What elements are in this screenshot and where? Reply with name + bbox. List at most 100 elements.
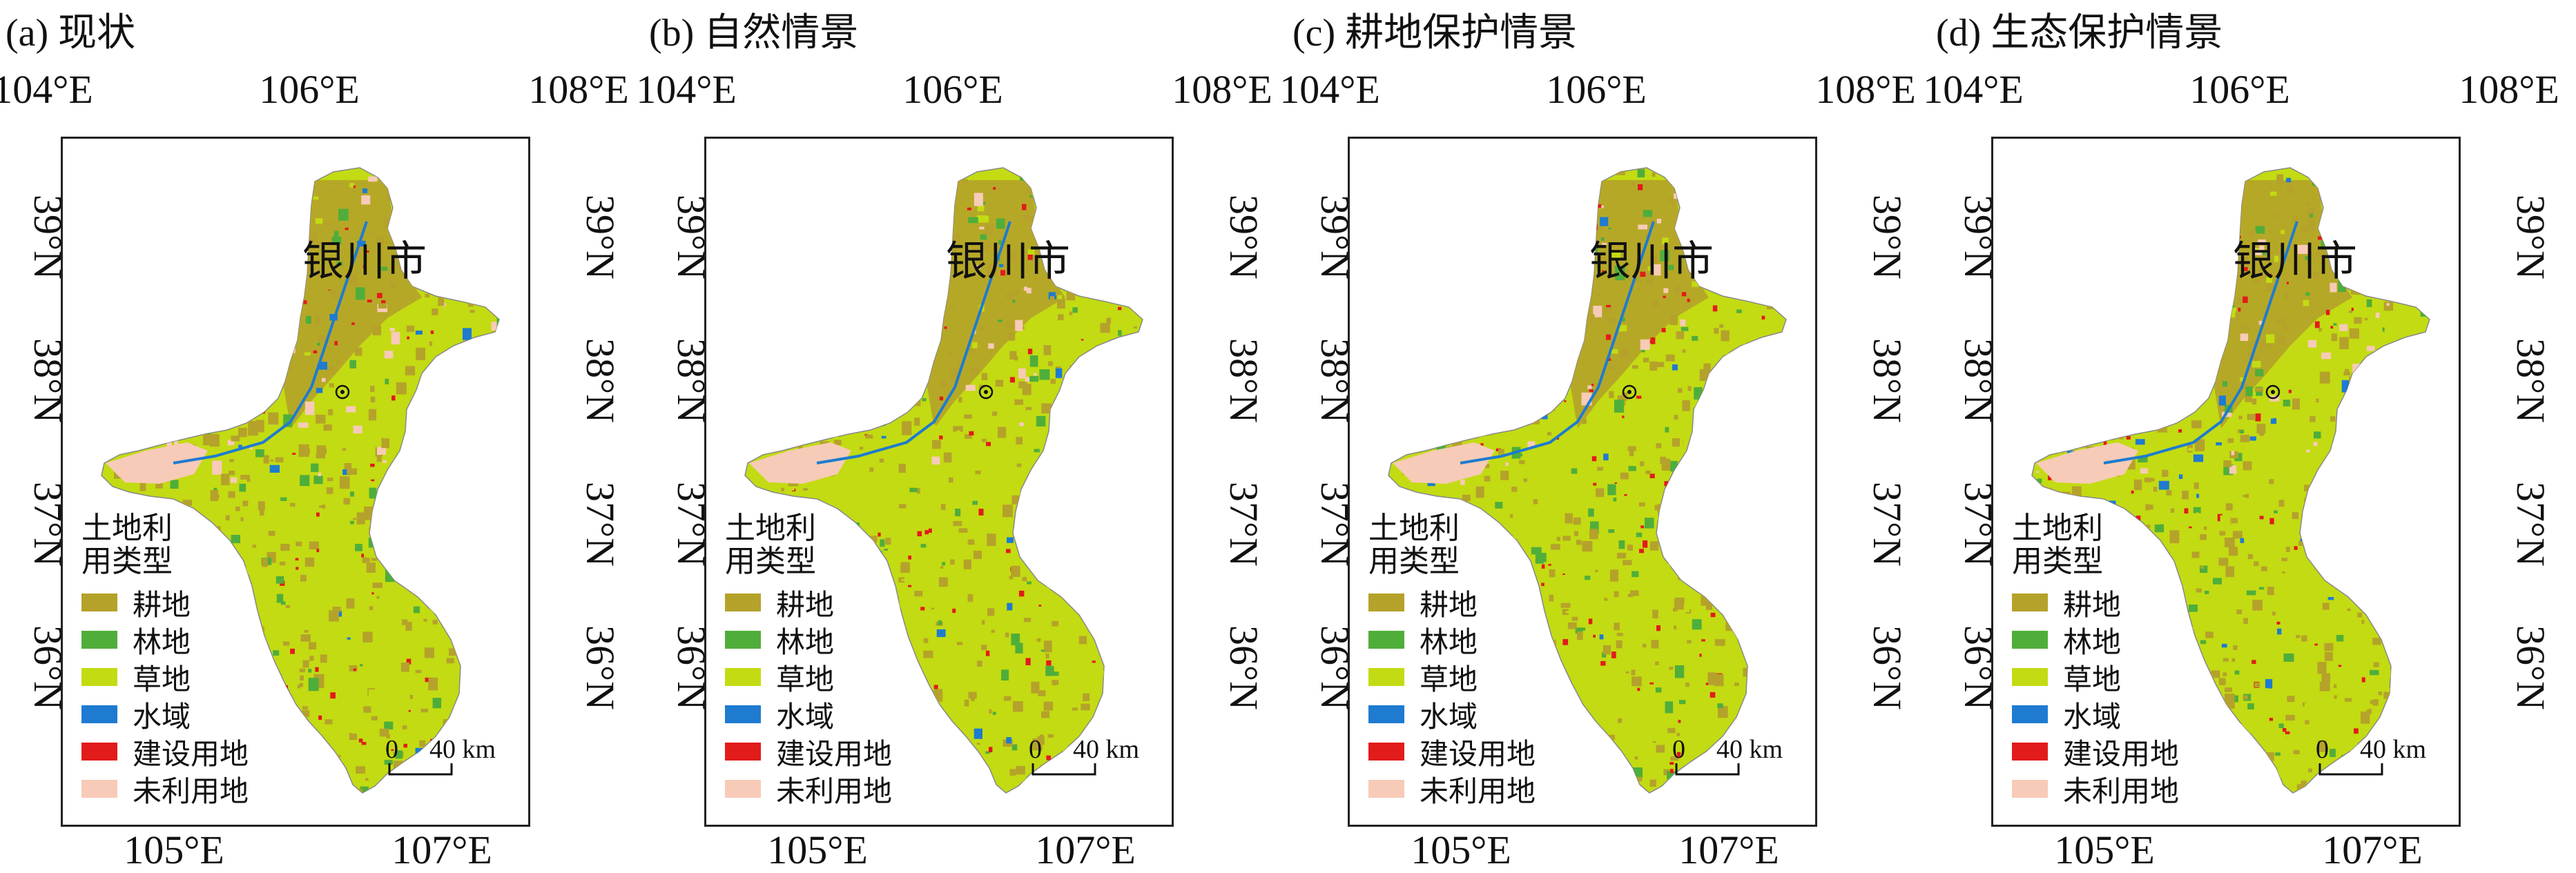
longitude-tick-bottom: 105°E xyxy=(767,827,868,872)
legend-label: 建设用地 xyxy=(133,738,249,771)
city-label: 银川市 xyxy=(946,239,1070,284)
longitude-tick-top: 104°E xyxy=(1923,67,2024,112)
latitude-tick: 39°N xyxy=(2508,194,2554,280)
legend-swatch xyxy=(2012,594,2048,611)
map-frame xyxy=(1348,137,1817,827)
legend-label: 耕地 xyxy=(1420,589,1478,622)
latitude-tick: 38°N xyxy=(1313,337,1358,424)
legend-label: 建设用地 xyxy=(776,738,893,771)
latitude-tick: 36°N xyxy=(669,625,715,711)
legend: 土地利 用类型 耕地 林地 草地 水域 建设用地 未利用地 xyxy=(725,512,893,808)
legend-swatch xyxy=(81,631,117,649)
legend-item: 草地 xyxy=(725,658,892,696)
legend-item: 建设用地 xyxy=(81,733,249,771)
legend-item: 林地 xyxy=(2012,621,2179,659)
latitude-tick: 37°N xyxy=(1865,481,1910,567)
map-panel: (d) 生态保护情景 104°E 106°E 108°E 105°E 107°E 银川市 39… xyxy=(1923,0,2574,872)
grassland-base xyxy=(1388,167,1787,794)
scale-value: 40 km xyxy=(1073,735,1140,764)
latitude-tick: 39°N xyxy=(669,194,715,280)
legend-item: 未利用地 xyxy=(725,770,892,808)
legend-swatch xyxy=(725,743,761,761)
longitude-tick-top: 108°E xyxy=(1172,67,1272,112)
city-label: 银川市 xyxy=(1589,239,1714,284)
latitude-tick: 38°N xyxy=(578,337,623,424)
legend-item: 水域 xyxy=(725,696,892,734)
grassland-base xyxy=(2031,167,2430,794)
legend-swatch xyxy=(725,668,761,686)
latitude-tick: 36°N xyxy=(1221,625,1267,711)
legend-item: 耕地 xyxy=(1368,584,1536,622)
longitude-tick-bottom: 105°E xyxy=(124,827,224,872)
legend-item: 建设用地 xyxy=(725,733,893,771)
latitude-tick: 37°N xyxy=(578,481,623,567)
legend-swatch xyxy=(2012,668,2048,686)
panel-title: (b) 自然情景 xyxy=(649,12,859,55)
latitude-tick: 39°N xyxy=(578,194,623,280)
land-use-map xyxy=(2031,167,2430,794)
legend-title: 用类型 xyxy=(725,545,816,578)
longitude-tick-bottom: 107°E xyxy=(1678,827,1779,872)
legend-label: 水域 xyxy=(1420,701,1478,734)
map-panel: (a) 现状 104°E 106°E 108°E 105°E 107°E 银川市 39°N 39… xyxy=(0,0,643,872)
legend-label: 草地 xyxy=(133,664,191,696)
map-frame xyxy=(704,137,1174,827)
legend: 土地利 用类型 耕地 林地 草地 水域 建设用地 未利用地 xyxy=(2012,511,2180,808)
longitude-tick-top: 106°E xyxy=(1546,67,1647,112)
latitude-tick: 38°N xyxy=(1865,337,1910,424)
legend-label: 耕地 xyxy=(133,589,191,622)
latitude-tick: 36°N xyxy=(578,625,623,711)
latitude-tick: 37°N xyxy=(1313,481,1358,567)
legend-swatch xyxy=(2012,631,2048,649)
latitude-tick: 36°N xyxy=(1956,625,2002,711)
latitude-tick: 36°N xyxy=(1865,625,1910,711)
legend-label: 林地 xyxy=(1420,627,1478,659)
latitude-tick: 38°N xyxy=(2508,337,2554,424)
longitude-tick-top: 108°E xyxy=(2459,67,2559,112)
latitude-tick: 38°N xyxy=(26,337,71,424)
map-frame xyxy=(1991,137,2461,827)
scale-zero: 0 xyxy=(1672,735,1685,764)
latitude-tick: 37°N xyxy=(1956,481,2002,567)
legend-swatch xyxy=(81,780,117,798)
legend: 土地利 用类型 耕地 林地 草地 水域 建设用地 未利用地 xyxy=(1368,512,1536,808)
legend-swatch xyxy=(81,668,117,686)
legend-swatch xyxy=(81,594,117,611)
legend-label: 水域 xyxy=(776,701,835,734)
legend-swatch xyxy=(1368,705,1404,723)
city-label: 银川市 xyxy=(302,239,427,284)
legend-label: 草地 xyxy=(2063,664,2122,696)
scale-value: 40 km xyxy=(429,735,496,764)
legend-item: 林地 xyxy=(1368,621,1536,659)
legend-item: 耕地 xyxy=(2012,584,2179,622)
longitude-tick-top: 108°E xyxy=(528,67,629,112)
legend-label: 林地 xyxy=(133,627,191,659)
legend-label: 建设用地 xyxy=(2063,738,2180,771)
latitude-tick: 38°N xyxy=(1221,337,1267,424)
legend-swatch xyxy=(725,705,761,723)
legend-swatch xyxy=(1368,594,1404,611)
legend-title: 土地利 xyxy=(2012,511,2103,545)
legend-label: 草地 xyxy=(1420,664,1478,696)
longitude-tick-bottom: 107°E xyxy=(391,827,492,872)
legend-label: 耕地 xyxy=(776,589,835,622)
latitude-tick: 39°N xyxy=(1221,194,1267,280)
legend-item: 林地 xyxy=(81,621,249,659)
legend-label: 水域 xyxy=(2063,701,2122,734)
panel-title: (d) 生态保护情景 xyxy=(1936,12,2223,55)
scale-value: 40 km xyxy=(1716,735,1783,764)
legend-swatch xyxy=(2012,743,2048,761)
land-use-map xyxy=(1388,167,1787,794)
legend-swatch xyxy=(2012,705,2048,723)
legend-item: 水域 xyxy=(2012,696,2179,734)
legend-item: 未利用地 xyxy=(81,770,249,808)
latitude-tick: 39°N xyxy=(1956,194,2002,280)
scale-value: 40 km xyxy=(2360,735,2427,764)
latitude-tick: 37°N xyxy=(1221,481,1267,567)
legend-label: 林地 xyxy=(2063,627,2122,659)
legend-title: 土地利 xyxy=(81,511,173,545)
latitude-tick: 38°N xyxy=(1956,337,2002,424)
city-marker xyxy=(2265,384,2280,400)
scale-zero: 0 xyxy=(385,735,398,764)
legend-label: 建设用地 xyxy=(1420,738,1536,771)
